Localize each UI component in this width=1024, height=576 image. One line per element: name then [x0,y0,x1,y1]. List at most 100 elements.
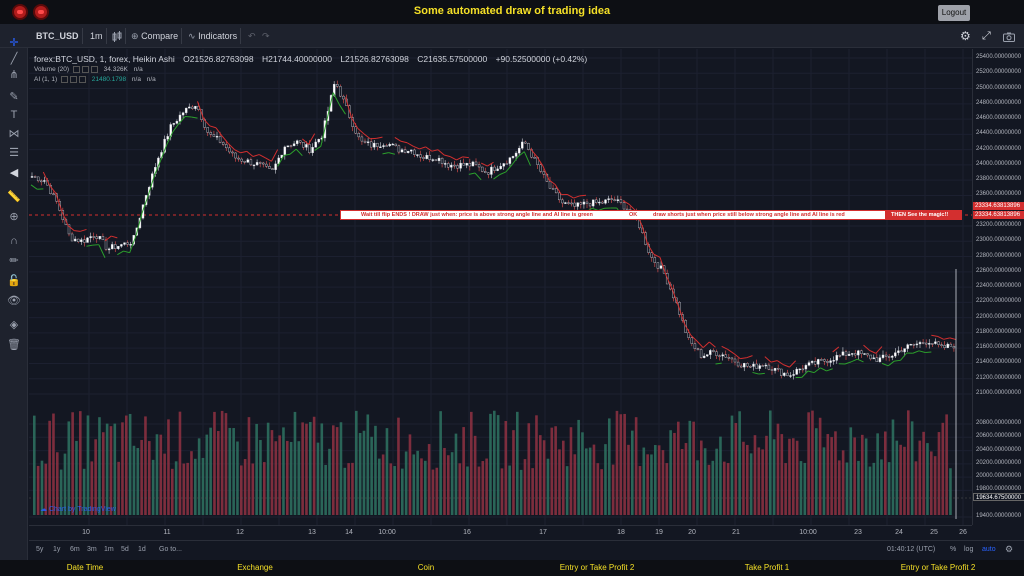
volume-bar [500,468,504,515]
fullscreen-icon[interactable]: ⤢ [982,30,991,42]
candle-body [829,360,832,363]
volume-bar [765,435,768,515]
utc-clock[interactable]: 01:40:12 (UTC) [887,546,936,553]
range-button-1m[interactable]: 1m [104,546,114,553]
redo-icon[interactable]: ↷ [262,31,270,41]
ai-label[interactable]: AI (1, 1) [34,76,58,84]
logout-button[interactable]: Logout [938,5,970,21]
table-column-header[interactable]: Entry or Take Profit 2 [559,563,635,572]
undo-icon[interactable]: ↶ [248,31,256,41]
volume-na: n/a [133,66,143,74]
price-scale[interactable]: 25400.00000000 25200.00000000 25000.000000… [972,49,1024,525]
settings-icon[interactable] [81,66,89,73]
table-column-header[interactable]: Coin [417,563,435,572]
scale-settings-gear-icon[interactable]: ⚙ [1005,544,1014,554]
volume-bar [374,425,377,515]
range-button-3m[interactable]: 3m [87,546,97,553]
settings-gear-icon[interactable]: ⚙ [960,29,971,43]
eye-toggle-icon[interactable] [60,76,68,83]
log-toggle[interactable]: log [964,546,974,553]
range-button-5d[interactable]: 5d [121,546,129,553]
table-column-header[interactable]: Entry or Take Profit 2 [900,563,976,572]
back-arrow-icon[interactable]: ◀ [9,167,19,179]
strategy-annotation[interactable]: Wait till flip ENDS ! DRAW just when: pr… [340,210,962,220]
candle-body [598,201,601,204]
volume-bar [673,432,676,515]
pattern-icon[interactable]: ⋈ [8,128,20,140]
volume-bar [949,468,952,515]
lock-icon[interactable]: 🔓 [7,275,21,287]
price-tick-label: 25000.00000000 [976,84,1022,91]
pitchfork-icon[interactable]: ⋔ [9,69,19,81]
candle-body [49,184,52,194]
eye-icon[interactable]: 👁 [7,295,21,307]
auto-toggle[interactable]: auto [982,546,996,553]
candle-body [687,332,690,338]
trash-icon[interactable]: 🗑 [7,339,21,351]
candle-body [897,350,900,353]
ai-indicator-segment [30,184,38,190]
table-column-header[interactable]: Take Profit 1 [744,563,790,572]
candle-body [419,154,422,158]
chart-pane[interactable] [29,49,972,525]
text-tool-icon[interactable]: T [10,109,18,121]
volume-bar [573,454,577,515]
volume-bar [381,454,385,515]
candle-body [286,145,290,148]
range-button-1y[interactable]: 1y [53,546,61,553]
magnet-icon[interactable]: ∩ [10,235,18,247]
price-chart[interactable] [29,49,972,525]
zoom-in-icon[interactable]: ⊕ [9,211,19,223]
volume-bar [316,442,320,515]
volume-bar [335,427,339,515]
ai-indicator-segment [221,135,229,144]
range-button-5y[interactable]: 5y [36,546,44,553]
prediction-icon[interactable]: ☰ [9,147,19,159]
ai-indicator-segment [671,289,679,307]
candle-body [295,140,299,144]
volume-bar [424,460,427,515]
price-tick-label: 21600.00000000 [976,344,1022,351]
settings-icon[interactable] [69,76,77,83]
brush-icon[interactable]: ✎ [9,91,19,103]
range-button-6m[interactable]: 6m [70,546,80,553]
layers-icon[interactable]: ◈ [9,319,19,331]
volume-bar [608,418,611,515]
percent-toggle[interactable]: % [950,546,957,553]
range-button-1d[interactable]: 1d [138,546,146,553]
interval-button[interactable]: 1m [90,31,103,41]
crosshair-icon[interactable]: ✛ [9,37,19,49]
ai-indicator-segment [554,184,562,195]
time-axis[interactable]: 10 11 12 13 14 10:00 16 17 18 19 20 21 10:00 23 24 25 26 [29,525,972,539]
chart-style-button[interactable] [111,24,123,48]
table-column-header[interactable]: Date Time [66,563,104,572]
volume-label[interactable]: Volume (20) [34,66,70,74]
indicators-button[interactable]: ∿ Indicators [188,24,237,48]
close-icon[interactable] [90,66,98,73]
candle-body [98,236,102,239]
close-icon[interactable] [78,76,86,83]
candle-body [548,181,552,189]
symbol-search-button[interactable]: BTC_USD [36,31,79,41]
candle-body [884,354,888,357]
trend-line-icon[interactable]: ╱ [10,53,18,65]
tradingview-watermark[interactable]: ☁ Chart by TradingView [40,506,116,513]
eye-toggle-icon[interactable] [72,66,80,73]
candle-body [521,141,524,149]
candle-body [564,202,567,204]
stay-drawing-icon[interactable]: ✏ [9,255,19,267]
table-column-header[interactable]: Exchange [237,563,273,572]
candle-body [234,152,237,159]
ai-indicator-segment [542,165,550,181]
volume-bar [63,453,67,515]
candle-body [43,180,46,182]
compare-button[interactable]: ⊕ Compare [131,24,178,48]
symbol-description[interactable]: forex:BTC_USD, 1, forex, Heikin Ashi [34,54,175,64]
ruler-icon[interactable]: 📏 [7,191,21,203]
candle-body [496,168,499,171]
goto-button[interactable]: Go to... [159,546,182,553]
volume-bar [332,425,335,515]
camera-icon[interactable] [1003,24,1015,48]
volume-bar [94,439,97,515]
price-tick-label: 21400.00000000 [976,359,1022,366]
